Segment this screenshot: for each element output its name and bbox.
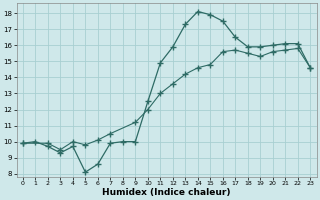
- X-axis label: Humidex (Indice chaleur): Humidex (Indice chaleur): [102, 188, 231, 197]
